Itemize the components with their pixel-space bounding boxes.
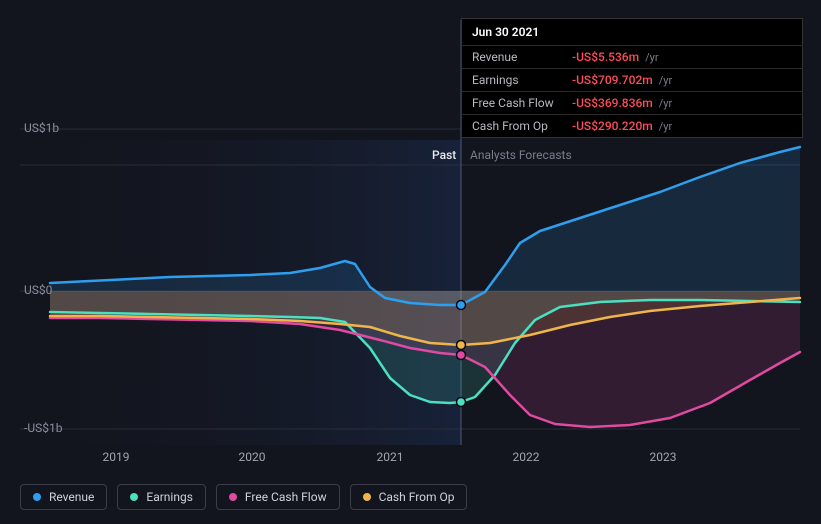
tooltip-row-label: Earnings xyxy=(472,73,572,87)
tooltip-row-unit: /yr xyxy=(659,97,672,110)
tooltip-date: Jun 30 2021 xyxy=(462,19,802,45)
x-tick-label: 2023 xyxy=(650,450,677,464)
tooltip-row-value: -US$5.536m xyxy=(572,50,639,64)
legend-dot-icon xyxy=(130,493,138,501)
tooltip-row: Earnings-US$709.702m/yr xyxy=(462,68,802,91)
tooltip-row-label: Revenue xyxy=(472,50,572,64)
legend-label: Free Cash Flow xyxy=(245,490,327,504)
tooltip-row-label: Cash From Op xyxy=(472,119,572,133)
y-tick-label: US$1b xyxy=(24,121,59,135)
y-tick-label: US$0 xyxy=(24,283,52,297)
chart-legend: Revenue Earnings Free Cash Flow Cash From O… xyxy=(20,484,467,510)
legend-label: Cash From Op xyxy=(379,490,455,504)
tooltip-row-value: -US$290.220m xyxy=(572,119,653,133)
x-tick-label: 2021 xyxy=(377,450,404,464)
legend-label: Earnings xyxy=(146,490,193,504)
y-tick-label: -US$1b xyxy=(24,421,62,435)
legend-dot-icon xyxy=(363,493,371,501)
tooltip-row: Cash From Op-US$290.220m/yr xyxy=(462,114,802,137)
legend-item[interactable]: Revenue xyxy=(20,484,107,510)
tooltip-row: Revenue-US$5.536m/yr xyxy=(462,45,802,68)
x-tick-label: 2022 xyxy=(513,450,540,464)
tooltip-row-unit: /yr xyxy=(659,74,672,87)
legend-item[interactable]: Earnings xyxy=(117,484,206,510)
tooltip-row-value: -US$369.836m xyxy=(572,96,653,110)
tooltip-row-value: -US$709.702m xyxy=(572,73,653,87)
tooltip-row: Free Cash Flow-US$369.836m/yr xyxy=(462,91,802,114)
financial-chart: US$1b US$0 -US$1b 2019 2020 2021 2022 20… xyxy=(0,0,821,524)
legend-item[interactable]: Cash From Op xyxy=(350,484,468,510)
tooltip-row-unit: /yr xyxy=(645,51,658,64)
past-zone-label: Past xyxy=(432,148,456,162)
tooltip-row-unit: /yr xyxy=(659,120,672,133)
x-tick-label: 2020 xyxy=(239,450,266,464)
tooltip-row-label: Free Cash Flow xyxy=(472,96,572,110)
legend-label: Revenue xyxy=(49,490,94,504)
legend-item[interactable]: Free Cash Flow xyxy=(216,484,340,510)
legend-dot-icon xyxy=(33,493,41,501)
chart-tooltip: Jun 30 2021 Revenue-US$5.536m/yrEarnings… xyxy=(461,18,803,138)
legend-dot-icon xyxy=(229,493,237,501)
forecast-zone-label: Analysts Forecasts xyxy=(470,148,572,162)
x-tick-label: 2019 xyxy=(103,450,130,464)
